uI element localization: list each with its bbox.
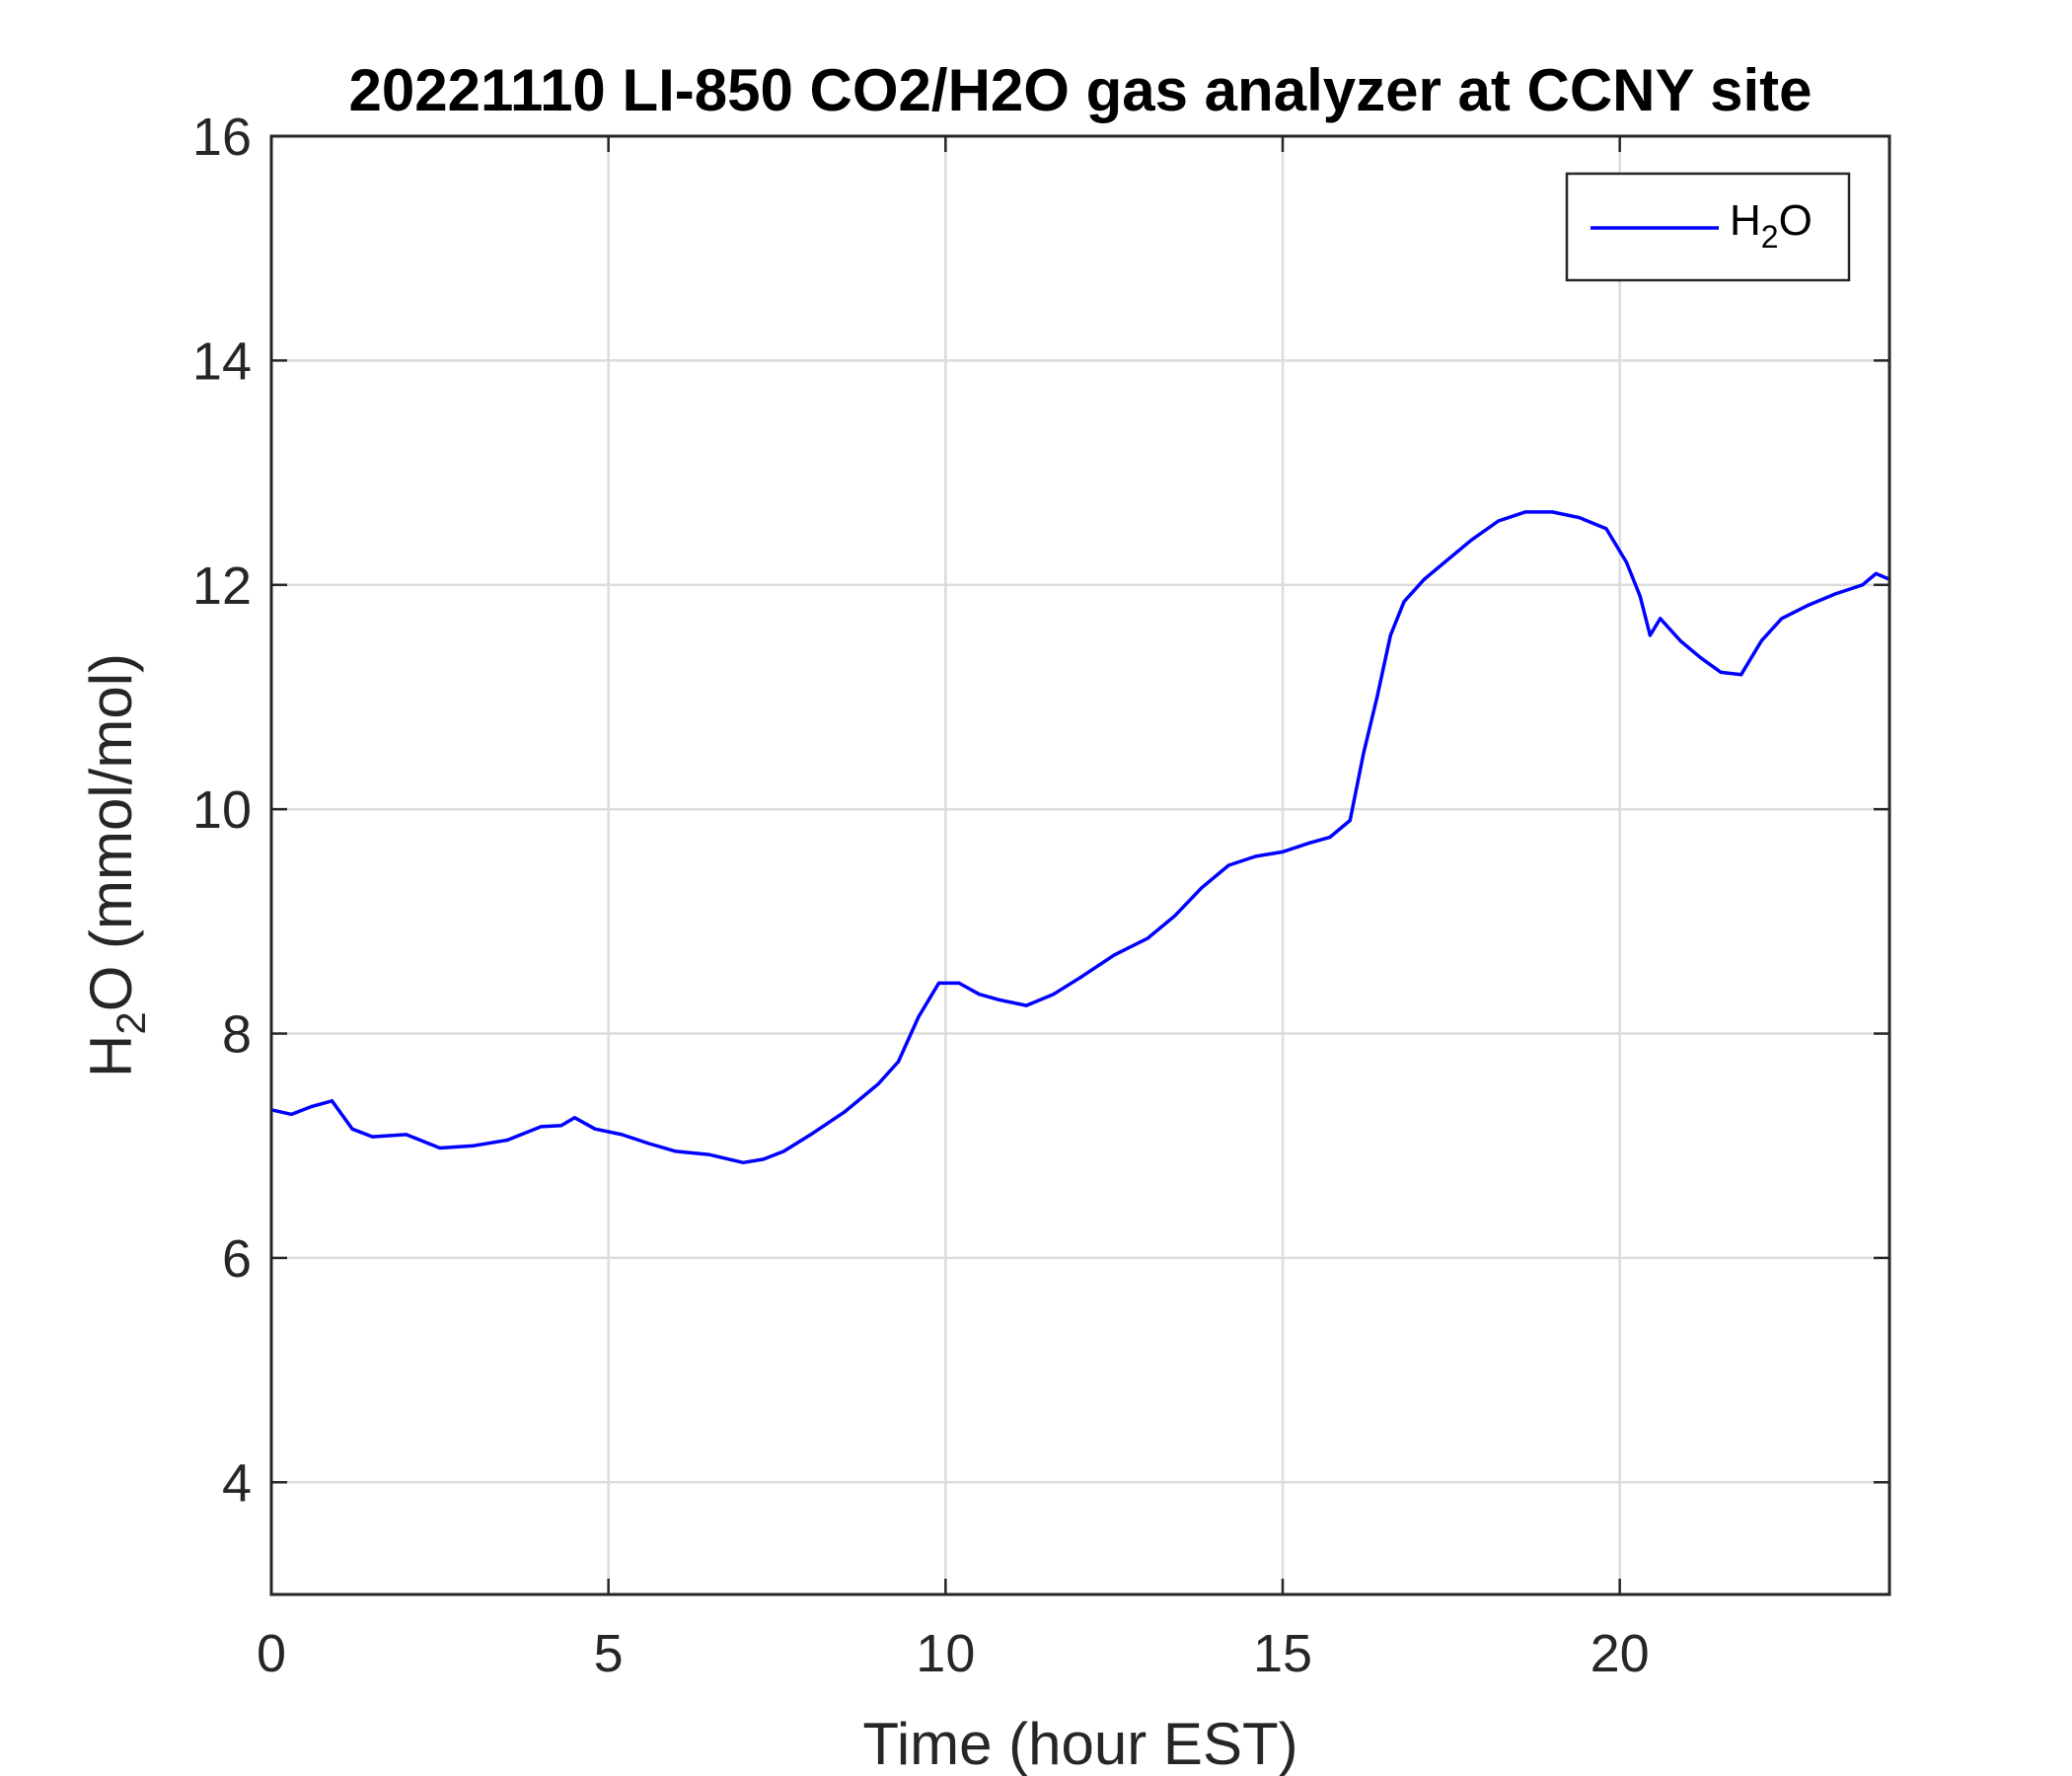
x-tick-label: 20: [1591, 1624, 1650, 1683]
data-point: [289, 1112, 294, 1116]
data-point: [1807, 603, 1811, 607]
x-tick-label: 5: [594, 1624, 624, 1683]
data-point: [539, 1125, 543, 1129]
data-point: [1362, 751, 1366, 755]
data-point: [1739, 673, 1743, 677]
data-point: [781, 1149, 785, 1153]
data-point: [1443, 560, 1446, 564]
data-point: [1833, 592, 1837, 596]
x-tick-labels: 0 5 10 15 20: [257, 1624, 1650, 1683]
data-point: [1328, 835, 1332, 840]
data-point: [998, 998, 1001, 1002]
data-point: [1146, 936, 1149, 940]
legend-label-rest: O: [1779, 196, 1813, 245]
data-point: [1624, 560, 1629, 564]
y-tick-label: 12: [192, 556, 252, 616]
data-point: [1550, 510, 1554, 514]
data-point: [957, 981, 961, 985]
data-point: [936, 981, 941, 985]
y-tick-label: 8: [222, 1005, 252, 1065]
data-point: [1348, 818, 1352, 823]
data-point: [1604, 527, 1608, 531]
data-point: [1254, 854, 1258, 858]
data-point: [1678, 639, 1682, 643]
y-tick-label: 16: [192, 108, 252, 167]
grid: [271, 136, 1889, 1594]
data-point: [572, 1116, 577, 1120]
data-point: [674, 1149, 678, 1153]
data-point: [620, 1133, 624, 1137]
data-point: [370, 1135, 375, 1139]
data-point: [843, 1110, 847, 1114]
y-axis-label-rest: O (mmol/mol): [78, 653, 144, 1011]
data-point: [741, 1160, 745, 1164]
data-point: [1226, 863, 1230, 867]
data-point: [1469, 538, 1473, 542]
data-point: [1388, 633, 1392, 637]
data-point: [1699, 656, 1703, 660]
legend: H2O: [1565, 172, 1851, 282]
data-point: [330, 1099, 334, 1103]
legend-label-main: H: [1730, 196, 1761, 245]
data-point: [876, 1082, 880, 1086]
legend-label-subscript: 2: [1761, 219, 1779, 255]
data-point: [1497, 519, 1501, 523]
legend-entry-label: H2O: [1730, 196, 1813, 255]
x-tick-label: 10: [916, 1624, 975, 1683]
data-point: [762, 1157, 766, 1161]
y-tick-label: 4: [222, 1453, 252, 1513]
data-point: [350, 1127, 354, 1131]
data-point: [707, 1152, 711, 1156]
data-point: [1307, 841, 1311, 845]
data-point: [1200, 886, 1204, 890]
data-point: [896, 1060, 901, 1064]
data-point: [1024, 1003, 1028, 1007]
y-axis-label-subscript: 2: [108, 1011, 154, 1034]
data-point: [1759, 639, 1763, 643]
data-point: [1719, 670, 1723, 675]
data-point: [559, 1124, 563, 1128]
data-point: [1638, 594, 1642, 598]
data-point: [917, 1014, 921, 1019]
data-point: [1078, 976, 1082, 980]
data-point: [505, 1138, 509, 1143]
data-point: [1659, 617, 1663, 621]
y-tick-label: 14: [192, 332, 252, 391]
series-line-0: [270, 510, 1890, 1165]
series-layer: [269, 510, 1891, 1165]
data-point: [405, 1133, 408, 1137]
data-point: [1422, 577, 1427, 581]
data-point: [1648, 633, 1653, 637]
data-point: [593, 1127, 597, 1131]
data-point: [1112, 953, 1116, 957]
data-point: [1780, 617, 1784, 621]
data-point: [310, 1104, 314, 1109]
data-point: [1281, 850, 1285, 853]
data-point: [1578, 515, 1582, 520]
plot-frame: [269, 134, 1891, 1596]
data-point: [1523, 510, 1527, 514]
x-tick-label: 0: [257, 1624, 286, 1683]
data-point: [1375, 695, 1379, 700]
data-point: [1052, 993, 1056, 997]
axis-ticks: [269, 134, 1889, 1594]
y-axis-label-main: H: [78, 1035, 144, 1077]
data-point: [1402, 600, 1406, 604]
x-tick-label: 15: [1253, 1624, 1312, 1683]
data-point: [472, 1144, 476, 1147]
y-tick-label: 6: [222, 1229, 252, 1289]
y-tick-labels: 4 6 8 10 12 14 16: [192, 108, 252, 1513]
data-point: [1173, 914, 1177, 918]
data-point: [977, 993, 982, 997]
chart-title: 20221110 LI-850 CO2/H2O gas analyzer at …: [348, 57, 1812, 123]
y-tick-label: 10: [192, 780, 252, 840]
x-axis-label: Time (hour EST): [862, 1711, 1297, 1776]
data-point: [438, 1146, 442, 1150]
data-point: [809, 1133, 813, 1137]
data-point: [647, 1142, 651, 1146]
data-point: [1861, 583, 1865, 587]
data-point: [1874, 571, 1878, 576]
y-axis-label: H2O (mmol/mol): [78, 653, 154, 1077]
